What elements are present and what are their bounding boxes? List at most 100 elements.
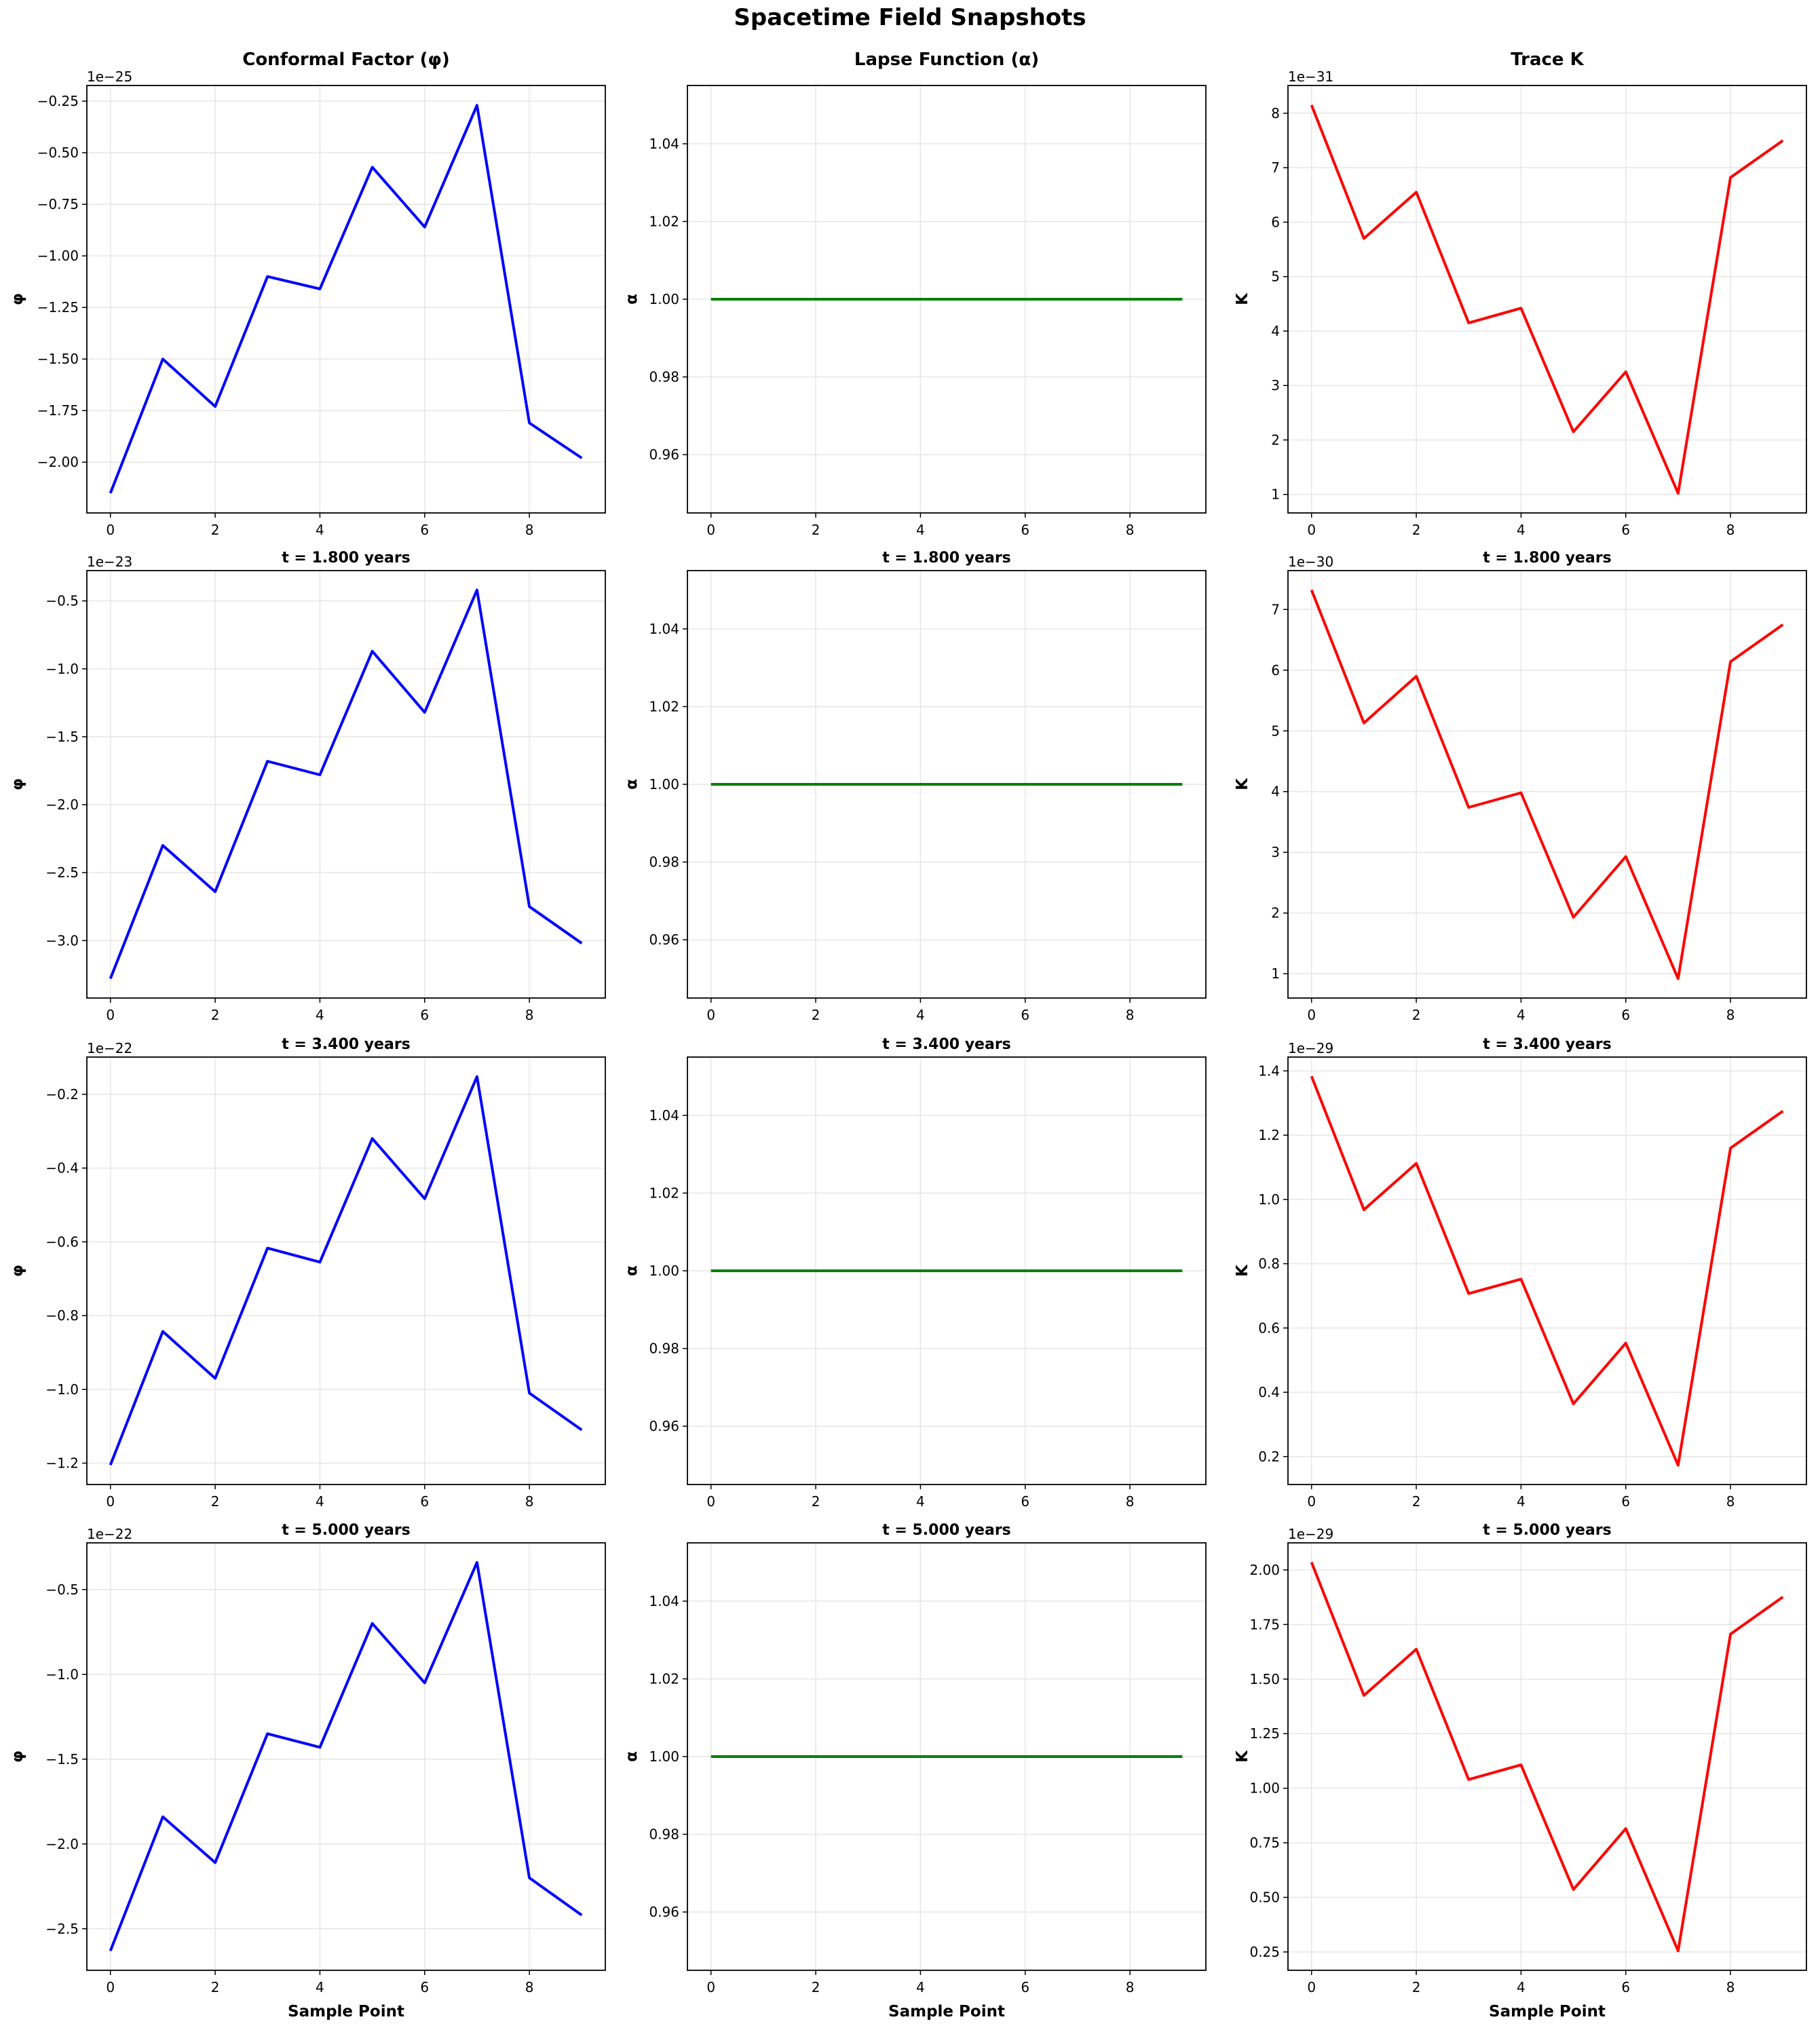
panel-1-2-xtick-label: 4 [916,522,925,538]
panel-1-3-ytick-label: 2 [1271,432,1280,448]
panel-4-2-ytick-label: 0.98 [649,1826,679,1843]
panel-3-3-axes-frame [1287,1056,1807,1485]
panel-3-1-xtick-label: 6 [420,1493,429,1510]
panel-1-3-ytick-label: 7 [1271,159,1280,176]
panel-2-3-xtick-label: 0 [1307,1007,1316,1023]
panel-3-3-xtick-label: 0 [1307,1493,1316,1510]
panel-1-1-title: Conformal Factor (φ) [242,50,450,70]
panel-1-3-series-line [1310,104,1784,495]
panel-4-1-xtick-label: 8 [525,1979,534,1995]
panel-4-3-xtick-label: 6 [1621,1979,1630,1995]
panel-3-1-xtick-label: 4 [316,1493,324,1510]
panel-2-3-xtick-label: 8 [1726,1007,1735,1023]
panel-4-3-ytick-label: 1.00 [1249,1780,1280,1797]
panel-2-3-ytick-label: 5 [1271,723,1280,739]
panel-4-3-title: t = 5.000 years [1483,1522,1612,1539]
panel-1-2-xtick-label: 0 [706,522,715,538]
panel-3-2-ylabel: α [623,1265,641,1276]
panel-2-2-ytick-label: 0.98 [649,854,679,870]
panel-1-2-ytick-label: 0.96 [649,446,679,463]
panel-2-1-xtick-label: 8 [525,1007,534,1023]
panel-1-3-ytick-label: 3 [1271,377,1280,394]
panel-4-1-ytick-label: −2.0 [45,1836,79,1852]
panel-2-1-xtick-label: 0 [106,1007,115,1023]
panel-3-1-xtick-label: 2 [211,1493,220,1510]
panel-1-3-xtick-label: 0 [1307,522,1316,538]
panel-1-3-xtick-label: 6 [1621,522,1630,538]
panel-2-3-ytick-label: 3 [1271,844,1280,860]
panel-4-3-ytick-label: 1.50 [1249,1671,1280,1687]
panel-3-2-xtick-label: 4 [916,1493,925,1510]
panel-3-3-ytick-label: 0.2 [1258,1449,1280,1465]
panel-2-3-ytick-label: 1 [1271,965,1280,982]
panel-1-1-ytick-label: −1.50 [37,351,79,367]
panel-3-1-axes-frame [86,1056,606,1485]
panel-2-2-title: t = 1.800 years [882,550,1011,567]
panel-3-1-xtick-label: 0 [106,1493,115,1510]
panel-1-3-ytick-label: 4 [1271,323,1280,339]
panel-2-1-ytick-label: −1.0 [45,661,79,677]
panel-3-3-xtick-label: 2 [1412,1493,1421,1510]
panel-4-3-ytick-label: 0.75 [1249,1835,1280,1851]
panel-1-1-xtick-label: 4 [316,522,324,538]
panel-3-3-ytick-label: 1.0 [1258,1191,1280,1208]
panel-2-3-ytick-label: 7 [1271,601,1280,617]
panel-1-1-xtick-label: 0 [106,522,115,538]
panel-1-3-ytick-label: 6 [1271,214,1280,230]
panel-4-1-xtick-label: 6 [420,1979,429,1995]
panel-2-1-axes-frame [86,570,606,999]
panel-4-1-title: t = 5.000 years [282,1522,411,1539]
panel-1-1-ytick-label: −0.50 [37,145,79,161]
panel-2-2-xtick-label: 2 [812,1007,820,1023]
panel-4-1-offset-text: 1e−22 [87,1526,132,1542]
panel-2-1-ytick-label: −1.5 [45,729,79,745]
panel-2-1-xtick-label: 4 [316,1007,324,1023]
panel-4-2-xlabel: Sample Point [888,2003,1005,2021]
panel-2-1-xtick-label: 2 [211,1007,220,1023]
panel-1-2-ytick-label: 1.00 [649,291,679,307]
panel-2-3-xtick-label: 2 [1412,1007,1421,1023]
panel-4-2-ytick-label: 0.96 [649,1904,679,1920]
panel-4-2-ytick-label: 1.04 [649,1593,679,1609]
panel-3-2-ytick-label: 0.98 [649,1341,679,1357]
panel-3-1-xtick-label: 8 [525,1493,534,1510]
panel-4-2-ylabel: α [623,1751,641,1762]
panel-4-3-xtick-label: 4 [1517,1979,1525,1995]
panel-4-2-xtick-label: 6 [1021,1979,1029,1995]
panel-2-1-title: t = 1.800 years [282,550,411,567]
panel-3-3-series-line [1310,1075,1784,1467]
panel-2-3-axes-frame [1287,570,1807,999]
panel-3-2-title: t = 3.400 years [882,1036,1011,1053]
panel-1-3-title: Trace K [1511,50,1584,70]
panel-4-3-offset-text: 1e−29 [1288,1526,1333,1542]
panel-2-2-ytick-label: 1.00 [649,776,679,792]
panel-1-3-ylabel: K [1234,292,1251,305]
panel-2-1-ytick-label: −3.0 [45,932,79,949]
panel-4-3-series-line [1310,1561,1784,1953]
panel-3-3-ytick-label: 1.4 [1258,1062,1280,1079]
panel-2-2-ytick-label: 1.02 [649,698,679,714]
panel-3-2-xtick-label: 8 [1126,1493,1135,1510]
panel-1-1-xtick-label: 2 [211,522,220,538]
panel-4-2-title: t = 5.000 years [882,1522,1011,1539]
panel-1-3-xtick-label: 2 [1412,522,1421,538]
panel-3-2-ytick-label: 1.02 [649,1185,679,1201]
panel-4-1-xlabel: Sample Point [288,2003,404,2021]
panel-1-1-ytick-label: −1.25 [37,299,79,315]
panel-3-3-xtick-label: 8 [1726,1493,1735,1510]
panel-4-3-ytick-label: 2.00 [1249,1562,1280,1578]
panel-3-3-ylabel: K [1234,1264,1251,1277]
panel-2-1-xtick-label: 6 [420,1007,429,1023]
panel-2-1-ytick-label: −2.5 [45,864,79,881]
panel-1-3-axes-frame [1287,85,1807,514]
panel-1-1-series-line [109,104,583,494]
panel-4-2-xtick-label: 4 [916,1979,925,1995]
panel-4-3-ytick-label: 0.25 [1249,1944,1280,1960]
panel-3-1-ylabel: φ [9,1265,26,1277]
panel-1-2-ytick-label: 0.98 [649,369,679,385]
panel-2-1-ytick-label: −0.5 [45,593,79,609]
panel-2-3-ylabel: K [1234,778,1251,790]
panel-2-2-ytick-label: 1.04 [649,621,679,637]
panel-3-3-ytick-label: 0.4 [1258,1384,1280,1400]
panel-4-2-xtick-label: 2 [812,1979,820,1995]
